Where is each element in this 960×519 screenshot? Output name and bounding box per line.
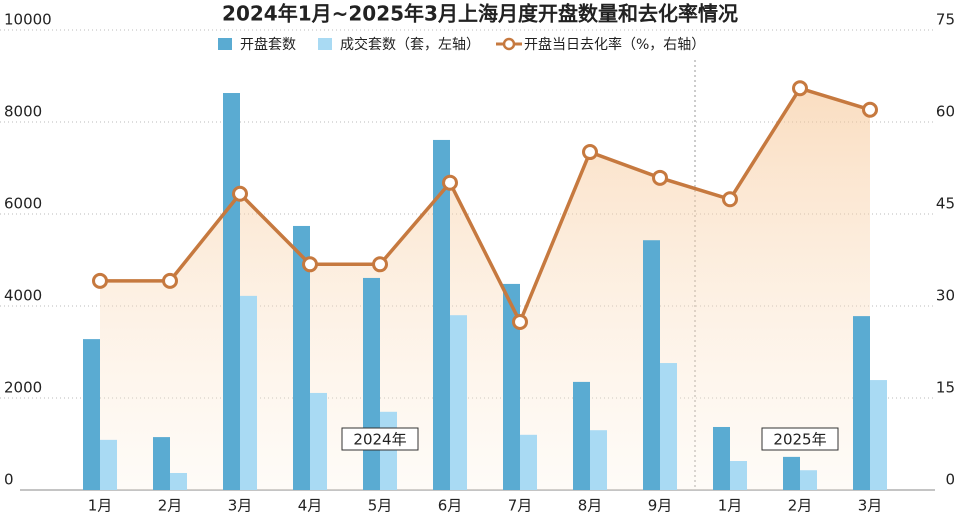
annotation-box [341, 427, 419, 451]
x-tick-label: 2月 [158, 497, 183, 515]
line-marker [862, 101, 878, 118]
y-tick-label: 0 [4, 471, 14, 489]
annotation: 2024年 [353, 431, 406, 449]
y2-tick-label: 0 [945, 471, 955, 489]
line-marker [582, 144, 598, 161]
legend-label: 开盘套数 [240, 36, 296, 53]
bar [380, 411, 397, 490]
y2-tick-label: 30 [936, 287, 955, 305]
bar [310, 392, 327, 490]
y2-tick-label: 60 [936, 103, 955, 121]
line-marker [92, 272, 108, 289]
line-marker [512, 313, 528, 330]
y-tick-label: 8000 [4, 103, 42, 121]
x-tick-label: 3月 [858, 497, 883, 515]
legend-swatch [318, 38, 332, 50]
bar [853, 316, 870, 490]
legend-label: 开盘当日去化率（%，右轴） [524, 36, 705, 53]
bar [870, 380, 887, 490]
bar [363, 277, 380, 490]
y2-tick-label: 45 [936, 195, 955, 213]
bar [660, 363, 677, 490]
line-marker [372, 256, 388, 273]
line-marker [302, 256, 318, 273]
y-tick-label: 2000 [4, 379, 42, 397]
x-tick-label: 3月 [228, 497, 253, 515]
bar [293, 225, 310, 490]
legend-swatch [218, 38, 232, 50]
x-tick-label: 9月 [648, 497, 673, 515]
bar [520, 434, 537, 490]
y2-tick-label: 75 [936, 11, 955, 29]
bar [503, 283, 520, 490]
bar [433, 139, 450, 490]
bar [223, 93, 240, 491]
x-tick-label: 8月 [578, 497, 603, 515]
line-area [100, 88, 870, 491]
bar [713, 426, 730, 490]
x-tick-label: 1月 [88, 497, 113, 515]
x-tick-label: 5月 [368, 497, 393, 515]
bar [590, 430, 607, 490]
chart-title: 2024年1月~2025年3月上海月度开盘数量和去化率情况 [222, 2, 738, 26]
bar [83, 339, 100, 490]
line-marker [792, 80, 808, 97]
bar [153, 437, 170, 490]
x-tick-label: 4月 [298, 497, 323, 515]
y-tick-label: 10000 [4, 11, 52, 29]
y-tick-label: 6000 [4, 195, 42, 213]
bar [730, 461, 747, 490]
line [100, 86, 871, 327]
bar [240, 295, 257, 490]
bar [100, 439, 117, 490]
x-tick-label: 6月 [438, 497, 463, 515]
x-tick-label: 2月 [788, 497, 813, 515]
line-marker [722, 191, 738, 208]
x-tick-label: 7月 [508, 497, 533, 515]
annotation-box [761, 427, 839, 451]
y-tick-label: 4000 [4, 287, 42, 305]
line-marker [442, 174, 458, 191]
line-marker [232, 185, 248, 202]
annotation: 2025年 [773, 431, 826, 449]
legend-label: 成交套数（套，左轴） [340, 36, 480, 53]
bar [573, 381, 590, 490]
bar [450, 315, 467, 490]
bar [170, 472, 187, 490]
y2-tick-label: 15 [936, 379, 955, 397]
line-marker [162, 272, 178, 289]
legend-swatch [502, 37, 516, 51]
x-tick-label: 1月 [718, 497, 743, 515]
bar [643, 240, 660, 490]
line-marker [652, 169, 668, 186]
bar [783, 456, 800, 490]
bar [800, 470, 817, 490]
